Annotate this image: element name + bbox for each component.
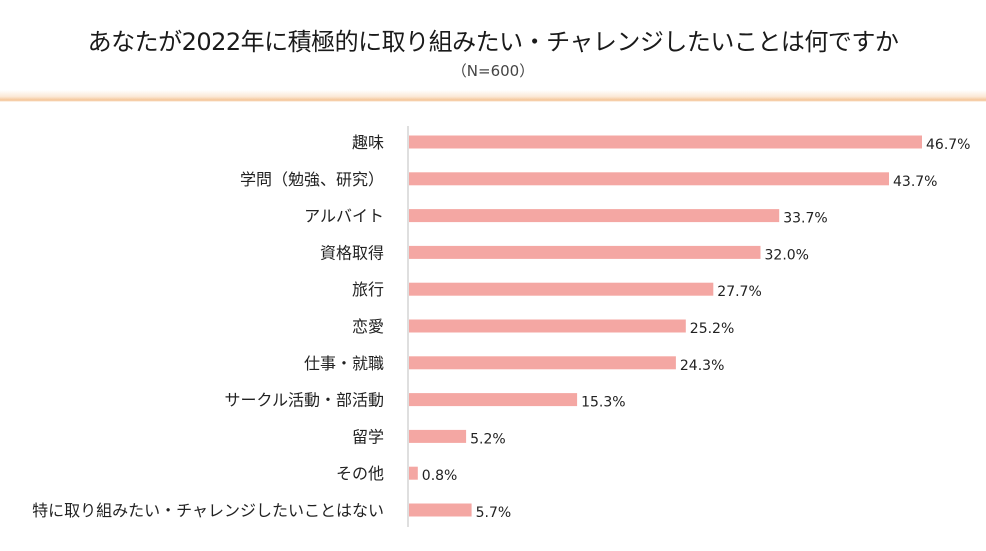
value-label: 25.2%	[690, 321, 734, 337]
value-label: 5.2%	[470, 431, 506, 447]
chart-subtitle: （N=600）	[451, 62, 535, 80]
bar	[409, 393, 578, 407]
bar	[409, 282, 714, 296]
category-label: 仕事・就職	[304, 354, 384, 373]
bar	[409, 466, 418, 480]
bar	[409, 356, 676, 370]
value-label: 24.3%	[680, 358, 724, 374]
bar	[409, 429, 467, 443]
category-label: 特に取り組みたい・チャレンジしたいことはない	[32, 501, 384, 520]
chart-title: あなたが2022年に積極的に取り組みたい・チャレンジしたいことは何ですか	[87, 28, 899, 56]
category-label: 恋愛	[352, 317, 384, 336]
bar	[409, 319, 686, 333]
category-label: サークル活動・部活動	[224, 391, 384, 410]
value-label: 46.7%	[926, 137, 970, 153]
bar	[409, 172, 889, 186]
value-label: 43.7%	[893, 174, 937, 190]
bar	[409, 503, 472, 517]
header-divider	[0, 90, 986, 102]
bar	[409, 135, 922, 149]
category-label: 旅行	[352, 280, 384, 299]
value-label: 0.8%	[422, 468, 458, 484]
bar	[409, 209, 780, 223]
value-label: 33.7%	[783, 211, 827, 227]
bar	[409, 245, 761, 259]
category-label: その他	[336, 464, 384, 483]
value-label: 32.0%	[765, 247, 809, 263]
value-label: 27.7%	[717, 284, 761, 300]
category-label: 趣味	[352, 133, 384, 152]
value-label: 5.7%	[476, 505, 512, 521]
category-label: アルバイト	[304, 207, 384, 226]
value-label: 15.3%	[581, 395, 625, 411]
category-label: 資格取得	[320, 243, 384, 262]
category-label: 留学	[352, 427, 384, 446]
category-label: 学問（勉強、研究）	[240, 170, 384, 189]
